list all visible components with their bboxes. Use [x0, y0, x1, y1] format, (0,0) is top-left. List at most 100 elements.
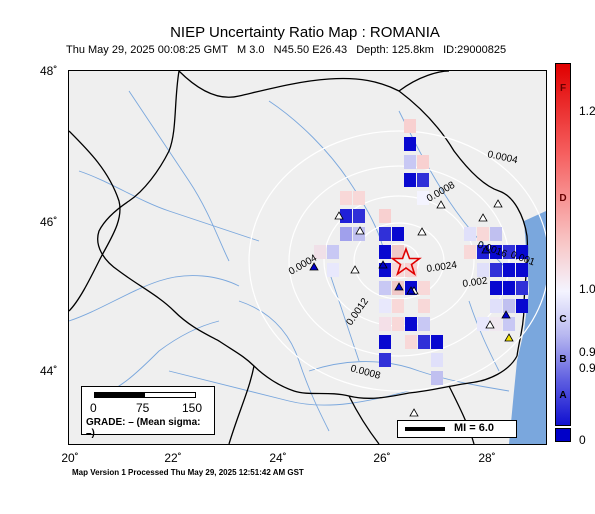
- cell: [392, 317, 404, 331]
- cell: [392, 299, 404, 313]
- scale-label-150: 150: [182, 401, 203, 415]
- cell: [404, 155, 416, 169]
- cell: [477, 317, 489, 331]
- cell: [431, 335, 443, 349]
- cell: [516, 281, 528, 295]
- cell: [327, 263, 339, 277]
- cell: [353, 209, 365, 223]
- cell: [516, 245, 528, 259]
- x-tick-26: 26˚: [373, 451, 391, 465]
- cell: [418, 281, 430, 295]
- grade-text: GRADE: – (Mean sigma: –): [86, 417, 201, 439]
- scale-bar: 0 75 150 GRADE: – (Mean sigma: –): [81, 386, 215, 439]
- cell: [340, 191, 352, 205]
- cell: [431, 371, 443, 385]
- colorbar-grade-b: B: [559, 354, 567, 365]
- cell: [490, 245, 502, 259]
- cell: [464, 245, 476, 259]
- cell: [379, 227, 391, 241]
- cell: [503, 299, 515, 313]
- cell: [490, 299, 502, 313]
- cell: [503, 263, 515, 277]
- cell: [516, 263, 528, 277]
- cell: [379, 353, 391, 367]
- processing-footer: Map Version 1 Processed Thu May 29, 2025…: [72, 468, 304, 477]
- map-area[interactable]: 0.0004 0.0008 0.0016 0.0024 0.0012 0.002…: [68, 70, 547, 445]
- cell: [417, 173, 429, 187]
- cell: [379, 317, 391, 331]
- station-markers: [334, 199, 503, 417]
- event-subtitle: Thu May 29, 2025 00:08:25 GMT M 3.0 N45.…: [66, 44, 507, 56]
- mi-legend: MI = 6.0: [397, 420, 517, 438]
- country-borders: [69, 71, 529, 444]
- cell: [490, 263, 502, 277]
- cell: [404, 119, 416, 133]
- x-tick-28: 28˚: [478, 451, 496, 465]
- cell: [417, 155, 429, 169]
- colorbar-grade-f: F: [559, 83, 567, 94]
- cell: [379, 281, 391, 295]
- cell: [379, 245, 391, 259]
- cell: [464, 227, 476, 241]
- map-canvas: 0.0004 0.0008 0.0016 0.0024 0.0012 0.002…: [69, 71, 546, 444]
- cell: [405, 335, 417, 349]
- cell: [490, 281, 502, 295]
- contour-label: 0.0012: [344, 296, 371, 328]
- y-tick-48: 48˚: [40, 64, 58, 78]
- cell: [418, 335, 430, 349]
- colorbar-value-1-0: 1.0: [579, 282, 595, 296]
- cell: [379, 335, 391, 349]
- cell: [431, 353, 443, 367]
- cell: [353, 191, 365, 205]
- cell: [477, 263, 489, 277]
- cell: [418, 299, 430, 313]
- scale-label-0: 0: [90, 401, 97, 415]
- cell: [392, 227, 404, 241]
- probability-contours: [248, 130, 546, 392]
- colorbar-value-1-2: 1.2: [579, 104, 595, 118]
- map-title: NIEP Uncertainty Ratio Map : ROMANIA: [170, 24, 440, 41]
- y-tick-46: 46˚: [40, 215, 58, 229]
- cell: [340, 227, 352, 241]
- mi-legend-bar: [405, 427, 445, 431]
- colorbar-grade-a: A: [559, 390, 567, 401]
- scale-label-75: 75: [136, 401, 150, 415]
- cell: [379, 209, 391, 223]
- cell: [327, 245, 339, 259]
- cell: [405, 317, 417, 331]
- uncertainty-cells: [314, 119, 528, 385]
- scale-line: [94, 392, 196, 398]
- cell: [490, 227, 502, 241]
- uncertainty-colorbar: [555, 63, 571, 426]
- station-markers-filled: [309, 245, 514, 342]
- cell: [379, 299, 391, 313]
- x-tick-22: 22˚: [164, 451, 182, 465]
- y-tick-44: 44˚: [40, 364, 58, 378]
- contour-label: 0.0024: [426, 260, 458, 275]
- epicenter-star: [390, 246, 422, 277]
- contour-label: 0.002: [462, 276, 489, 290]
- colorbar-value-0-9a: 0.9: [579, 345, 595, 359]
- contour-label: 0.0004: [486, 149, 519, 166]
- cell: [503, 317, 515, 331]
- cell: [417, 191, 429, 205]
- colorbar-min-swatch: [555, 428, 571, 442]
- cell: [503, 281, 515, 295]
- cell: [404, 173, 416, 187]
- cell: [503, 245, 515, 259]
- cell: [392, 245, 404, 259]
- contour-label: 0.0008: [349, 363, 382, 382]
- x-tick-20: 20˚: [61, 451, 79, 465]
- colorbar-grade-c: C: [559, 314, 567, 325]
- cell: [340, 209, 352, 223]
- colorbar-value-0-9b: 0.9: [579, 361, 595, 375]
- x-tick-24: 24˚: [269, 451, 287, 465]
- mi-legend-text: MI = 6.0: [454, 422, 495, 434]
- cell: [418, 317, 430, 331]
- colorbar-value-0: 0: [579, 433, 586, 447]
- cell: [516, 299, 528, 313]
- cell: [477, 227, 489, 241]
- cell: [404, 137, 416, 151]
- colorbar-grade-d: D: [559, 193, 567, 204]
- cell: [314, 245, 326, 259]
